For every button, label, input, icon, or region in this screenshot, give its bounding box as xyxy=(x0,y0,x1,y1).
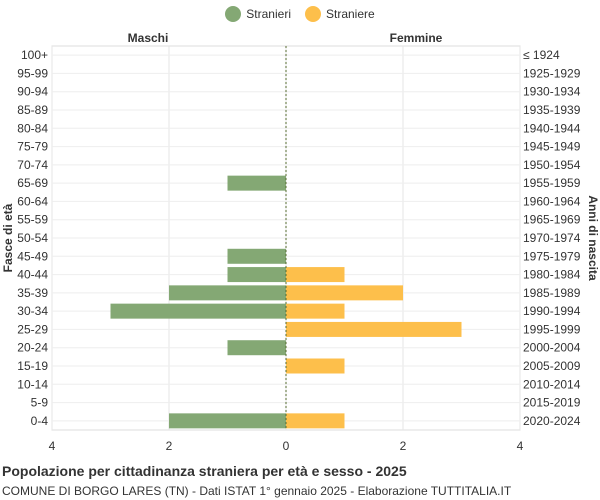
bar-female-25-29 xyxy=(286,321,462,337)
birth-year-label: 1990-1994 xyxy=(523,304,581,318)
x-tick-label: 4 xyxy=(517,439,524,453)
x-tick-label: 2 xyxy=(166,439,173,453)
birth-year-label: 1980-1984 xyxy=(523,268,581,282)
legend-label-straniere: Straniere xyxy=(325,7,375,21)
legend-swatch-stranieri xyxy=(225,6,242,22)
age-label-50-54: 50-54 xyxy=(17,231,48,245)
age-label-75-79: 75-79 xyxy=(17,140,48,154)
birth-year-label: 1950-1954 xyxy=(523,158,581,172)
birth-year-label: 2005-2009 xyxy=(523,359,581,373)
bar-male-45-49 xyxy=(227,248,286,264)
age-label-70-74: 70-74 xyxy=(17,158,48,172)
birth-year-label: 1935-1939 xyxy=(523,103,581,117)
age-label-85-89: 85-89 xyxy=(17,103,48,117)
age-label-45-49: 45-49 xyxy=(17,249,48,263)
birth-year-label: 1955-1959 xyxy=(523,176,581,190)
legend-item-straniere[interactable]: Straniere xyxy=(304,6,375,22)
legend: Stranieri Straniere xyxy=(0,6,600,22)
legend-swatch-straniere xyxy=(304,6,321,22)
age-label-20-24: 20-24 xyxy=(17,341,48,355)
age-label-80-84: 80-84 xyxy=(17,121,48,135)
legend-item-stranieri[interactable]: Stranieri xyxy=(225,6,291,22)
header-maschi: Maschi xyxy=(128,31,169,45)
birth-year-label: 1930-1934 xyxy=(523,85,581,99)
x-tick-label: 0 xyxy=(283,439,290,453)
birth-year-label: 2020-2024 xyxy=(523,414,581,428)
birth-year-label: ≤ 1924 xyxy=(523,48,560,62)
age-label-100+: 100+ xyxy=(21,48,48,62)
x-tick-label: 4 xyxy=(49,439,56,453)
age-label-15-19: 15-19 xyxy=(17,359,48,373)
population-pyramid-chart: Maschi Femmine 100+ ≤ 1924 95-99 1925-1929 90-… xyxy=(1,31,600,453)
age-label-5-9: 5-9 xyxy=(31,396,49,410)
bar-female-15-19 xyxy=(286,358,345,374)
birth-year-label: 2010-2014 xyxy=(523,377,581,391)
birth-year-label: 1995-1999 xyxy=(523,322,581,336)
bar-female-30-34 xyxy=(286,303,345,319)
birth-year-label: 1960-1964 xyxy=(523,194,581,208)
age-label-40-44: 40-44 xyxy=(17,268,48,282)
bar-female-0-4 xyxy=(286,413,345,429)
birth-year-label: 1970-1974 xyxy=(523,231,581,245)
chart-subtitle: COMUNE DI BORGO LARES (TN) - Dati ISTAT … xyxy=(2,484,512,498)
bar-female-35-39 xyxy=(286,285,403,301)
birth-year-label: 1945-1949 xyxy=(523,140,581,154)
y-axis-title-right: Anni di nascita xyxy=(586,195,600,281)
header-femmine: Femmine xyxy=(390,31,443,45)
bar-male-40-44 xyxy=(227,267,286,283)
age-label-25-29: 25-29 xyxy=(17,322,48,336)
bar-male-65-69 xyxy=(227,175,286,191)
bar-female-40-44 xyxy=(286,267,345,283)
age-label-90-94: 90-94 xyxy=(17,85,48,99)
x-tick-label: 2 xyxy=(400,439,407,453)
age-label-30-34: 30-34 xyxy=(17,304,48,318)
age-label-35-39: 35-39 xyxy=(17,286,48,300)
chart-title: Popolazione per cittadinanza straniera p… xyxy=(2,463,407,479)
birth-year-label: 1965-1969 xyxy=(523,213,581,227)
age-label-55-59: 55-59 xyxy=(17,213,48,227)
birth-year-label: 1975-1979 xyxy=(523,249,581,263)
birth-year-label: 2015-2019 xyxy=(523,396,581,410)
age-label-0-4: 0-4 xyxy=(31,414,49,428)
age-label-65-69: 65-69 xyxy=(17,176,48,190)
legend-label-stranieri: Stranieri xyxy=(246,7,291,21)
bar-male-20-24 xyxy=(227,340,286,356)
age-label-10-14: 10-14 xyxy=(17,377,48,391)
y-axis-title-left: Fasce di età xyxy=(1,203,15,272)
birth-year-label: 1985-1989 xyxy=(523,286,581,300)
age-label-60-64: 60-64 xyxy=(17,194,48,208)
birth-year-label: 1940-1944 xyxy=(523,121,581,135)
bar-male-35-39 xyxy=(169,285,286,301)
birth-year-label: 1925-1929 xyxy=(523,66,581,80)
birth-year-label: 2000-2004 xyxy=(523,341,581,355)
age-label-95-99: 95-99 xyxy=(17,66,48,80)
bar-male-30-34 xyxy=(110,303,286,319)
bar-male-0-4 xyxy=(169,413,286,429)
